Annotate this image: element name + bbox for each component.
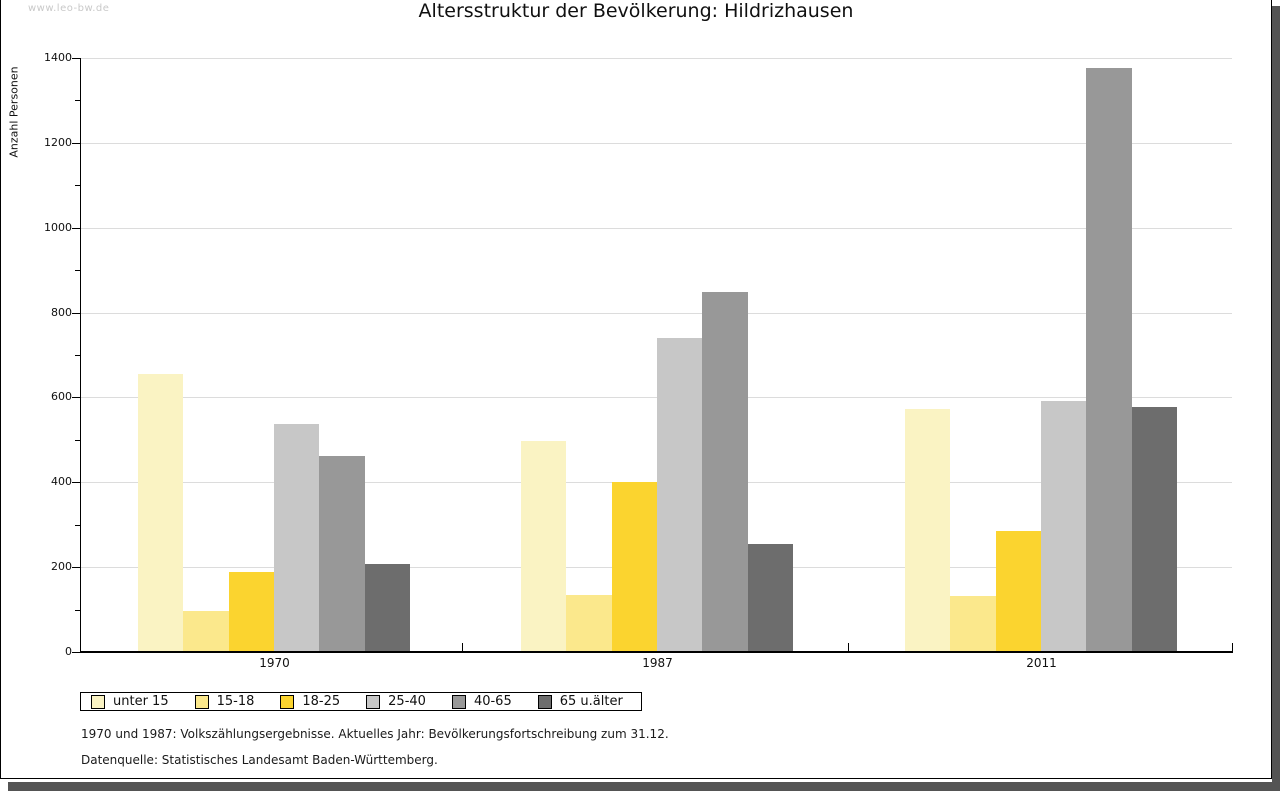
legend-label: unter 15 — [113, 694, 169, 709]
legend-item: 18-25 — [280, 694, 340, 709]
bar-2011-18-25 — [995, 531, 1041, 651]
y-axis-tick-label: 1000 — [44, 220, 72, 234]
legend-item: 40-65 — [451, 694, 512, 709]
legend-item: 15-18 — [194, 694, 255, 709]
legend-label: 65 u.älter — [559, 694, 623, 709]
y-axis-tick-major — [72, 227, 80, 229]
legend-item: 65 u.älter — [537, 694, 623, 709]
gridline — [81, 227, 1232, 229]
y-axis-tick-minor — [75, 270, 80, 272]
y-axis-tick-major — [72, 58, 80, 59]
legend-swatch-icon — [91, 694, 105, 709]
y-axis-tick-major — [72, 312, 80, 314]
gridline — [81, 312, 1232, 314]
bar-1970-15-18 — [183, 610, 229, 651]
bar-1970-unter-15 — [138, 373, 184, 651]
x-axis-line — [80, 651, 1233, 653]
y-axis-tick-label: 400 — [51, 475, 72, 489]
legend-swatch-icon — [194, 694, 209, 709]
x-axis-tick — [462, 643, 463, 651]
y-axis-tick-label: 600 — [51, 390, 72, 404]
y-axis-tick-minor — [75, 100, 80, 102]
y-axis-tick-minor — [75, 439, 80, 441]
y-axis-tick-major — [72, 482, 80, 484]
footnote-data-source: Datenquelle: Statistisches Landesamt Bad… — [81, 753, 438, 767]
bar-1970-25-40 — [274, 424, 320, 651]
gridline — [81, 397, 1232, 399]
y-axis-tick-minor — [75, 609, 80, 611]
y-axis-tick-major — [72, 397, 80, 399]
legend-swatch-icon — [366, 694, 381, 709]
legend-item: unter 15 — [91, 694, 169, 709]
bar-1970-65-u-lter — [364, 564, 410, 651]
y-axis-tick-label: 800 — [51, 305, 72, 319]
legend-label: 25-40 — [388, 694, 426, 709]
x-axis-category-label: 1970 — [259, 656, 290, 670]
bar-1987-15-18 — [566, 595, 612, 651]
bar-2011-15-18 — [950, 595, 996, 651]
legend-item: 25-40 — [366, 694, 426, 709]
bar-1987-65-u-lter — [747, 544, 793, 651]
bar-1970-40-65 — [319, 455, 365, 651]
y-axis-tick-minor — [75, 355, 80, 356]
y-axis-tick-major — [72, 567, 80, 569]
y-axis-tick-label: 1200 — [44, 135, 72, 149]
x-axis-tick — [848, 643, 849, 651]
bar-1970-18-25 — [228, 572, 274, 651]
bar-1987-25-40 — [657, 338, 703, 651]
legend-label: 40-65 — [473, 694, 512, 709]
chart-title: Altersstruktur der Bevölkerung: Hildrizh… — [418, 0, 854, 22]
legend-label: 18-25 — [302, 694, 341, 709]
y-axis-line — [80, 58, 81, 652]
bar-1987-40-65 — [702, 292, 748, 651]
x-axis-category-label: 1987 — [642, 656, 673, 670]
watermark: www.leo-bw.de — [28, 3, 110, 14]
frame-shadow-bottom — [8, 782, 1280, 791]
x-axis-tick — [1232, 643, 1233, 651]
legend-swatch-icon — [280, 694, 295, 709]
gridline — [81, 142, 1232, 144]
legend-swatch-icon — [451, 694, 466, 709]
bar-1987-unter-15 — [521, 441, 567, 651]
bar-2011-25-40 — [1041, 400, 1087, 651]
y-axis-tick-label: 200 — [51, 560, 72, 574]
y-axis-title: Anzahl Personen — [7, 66, 21, 158]
y-axis-tick-major — [72, 652, 80, 653]
frame-shadow-right — [1272, 6, 1280, 791]
y-axis-tick-label: 0 — [65, 645, 72, 658]
legend: unter 15 15-18 18-25 25-40 40-65 65 u.älter — [80, 692, 642, 711]
y-axis-tick-minor — [75, 524, 80, 526]
bar-2011-unter-15 — [905, 409, 951, 651]
y-axis-tick-label: 1400 — [44, 51, 72, 64]
bar-1987-18-25 — [611, 482, 657, 651]
legend-label: 15-18 — [216, 694, 255, 709]
bar-2011-65-u-lter — [1131, 406, 1177, 651]
y-axis-tick-minor — [75, 185, 80, 187]
x-axis-category-label: 2011 — [1026, 656, 1057, 670]
bar-2011-40-65 — [1086, 67, 1132, 651]
legend-swatch-icon — [537, 694, 552, 709]
footnote-source-method: 1970 und 1987: Volkszählungsergebnisse. … — [81, 727, 669, 741]
x-axis-tick — [80, 643, 81, 651]
y-axis-tick-major — [72, 142, 80, 144]
gridline — [81, 58, 1232, 59]
